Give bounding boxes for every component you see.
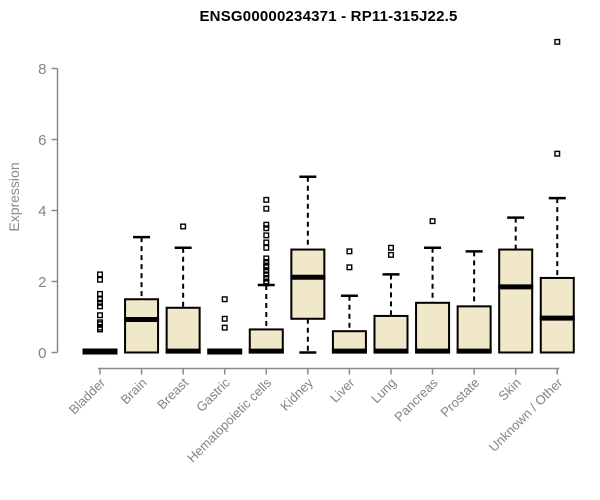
outlier-point [346, 264, 353, 271]
outlier-point [387, 251, 394, 258]
outlier-point [263, 274, 270, 281]
x-tick-label-brain: Brain [118, 375, 150, 407]
box-rect [290, 248, 326, 320]
outlier-point [96, 276, 103, 283]
boxplot-breast [165, 223, 201, 354]
x-tick-label-lung: Lung [368, 375, 399, 406]
y-tick-label: 8 [38, 61, 46, 78]
outlier-point [96, 303, 103, 310]
outlier-point [263, 221, 270, 228]
box-rect [498, 248, 534, 354]
outlier-point [554, 150, 561, 157]
x-tick-label-skin: Skin [495, 375, 523, 403]
outlier-point [221, 315, 228, 322]
box-rect [415, 301, 451, 354]
outlier-point [221, 296, 228, 303]
box-rect [456, 305, 492, 354]
boxplot-hematopoietic-cells [248, 196, 284, 354]
median-line [207, 348, 243, 355]
boxplot-lung [373, 244, 409, 354]
outlier-point [96, 271, 103, 278]
outlier-point [263, 255, 270, 262]
x-tick-label-gastric: Gastric [193, 375, 233, 415]
boxplot-pancreas [415, 218, 451, 354]
box-rect [165, 306, 201, 354]
outlier-point [263, 232, 270, 239]
outlier-point [96, 321, 103, 328]
outlier-point [263, 267, 270, 274]
outlier-point [263, 264, 270, 271]
y-tick-label: 2 [38, 274, 46, 291]
outlier-point [221, 324, 228, 331]
outlier-point [263, 258, 270, 265]
x-tick-label-breast: Breast [154, 375, 191, 412]
outlier-point [346, 248, 353, 255]
boxplot-unknown-other [539, 38, 575, 354]
boxplot-liver [331, 248, 367, 354]
outlier-point [96, 326, 103, 333]
boxplot-brain [124, 235, 160, 354]
outlier-point [263, 196, 270, 203]
y-tick-label: 4 [38, 203, 46, 220]
outlier-point [554, 38, 561, 45]
outlier-point [263, 271, 270, 278]
outlier-point [387, 244, 394, 251]
outlier-point [96, 290, 103, 297]
outlier-point [429, 218, 436, 225]
box-rect [373, 314, 409, 354]
boxplot-bladder [82, 271, 118, 355]
boxplot-skin [498, 216, 534, 354]
outlier-point [96, 296, 103, 303]
median-line [82, 348, 118, 355]
outlier-point [96, 299, 103, 306]
y-tick-label: 0 [38, 345, 46, 362]
x-tick-label-bladder: Bladder [66, 375, 109, 418]
boxplot-gastric [207, 296, 243, 355]
x-tick-label-unknown-other: Unknown / Other [486, 375, 566, 455]
outlier-point [263, 225, 270, 232]
outlier-point [263, 244, 270, 251]
chart-title: ENSG00000234371 - RP11-315J22.5 [199, 8, 458, 25]
outlier-point [263, 239, 270, 246]
box-rect [124, 298, 160, 354]
x-tick-label-prostate: Prostate [437, 375, 482, 420]
x-tick-label-liver: Liver [327, 375, 358, 406]
boxplot-kidney [290, 175, 326, 354]
outlier-point [96, 312, 103, 319]
outlier-point [263, 205, 270, 212]
y-tick-label: 6 [38, 132, 46, 149]
boxplot-prostate [456, 250, 492, 354]
outlier-point [180, 223, 187, 230]
outlier-point [263, 280, 270, 287]
box-rect [539, 276, 575, 354]
x-tick-label-pancreas: Pancreas [391, 375, 441, 425]
x-tick-label-kidney: Kidney [277, 375, 316, 414]
